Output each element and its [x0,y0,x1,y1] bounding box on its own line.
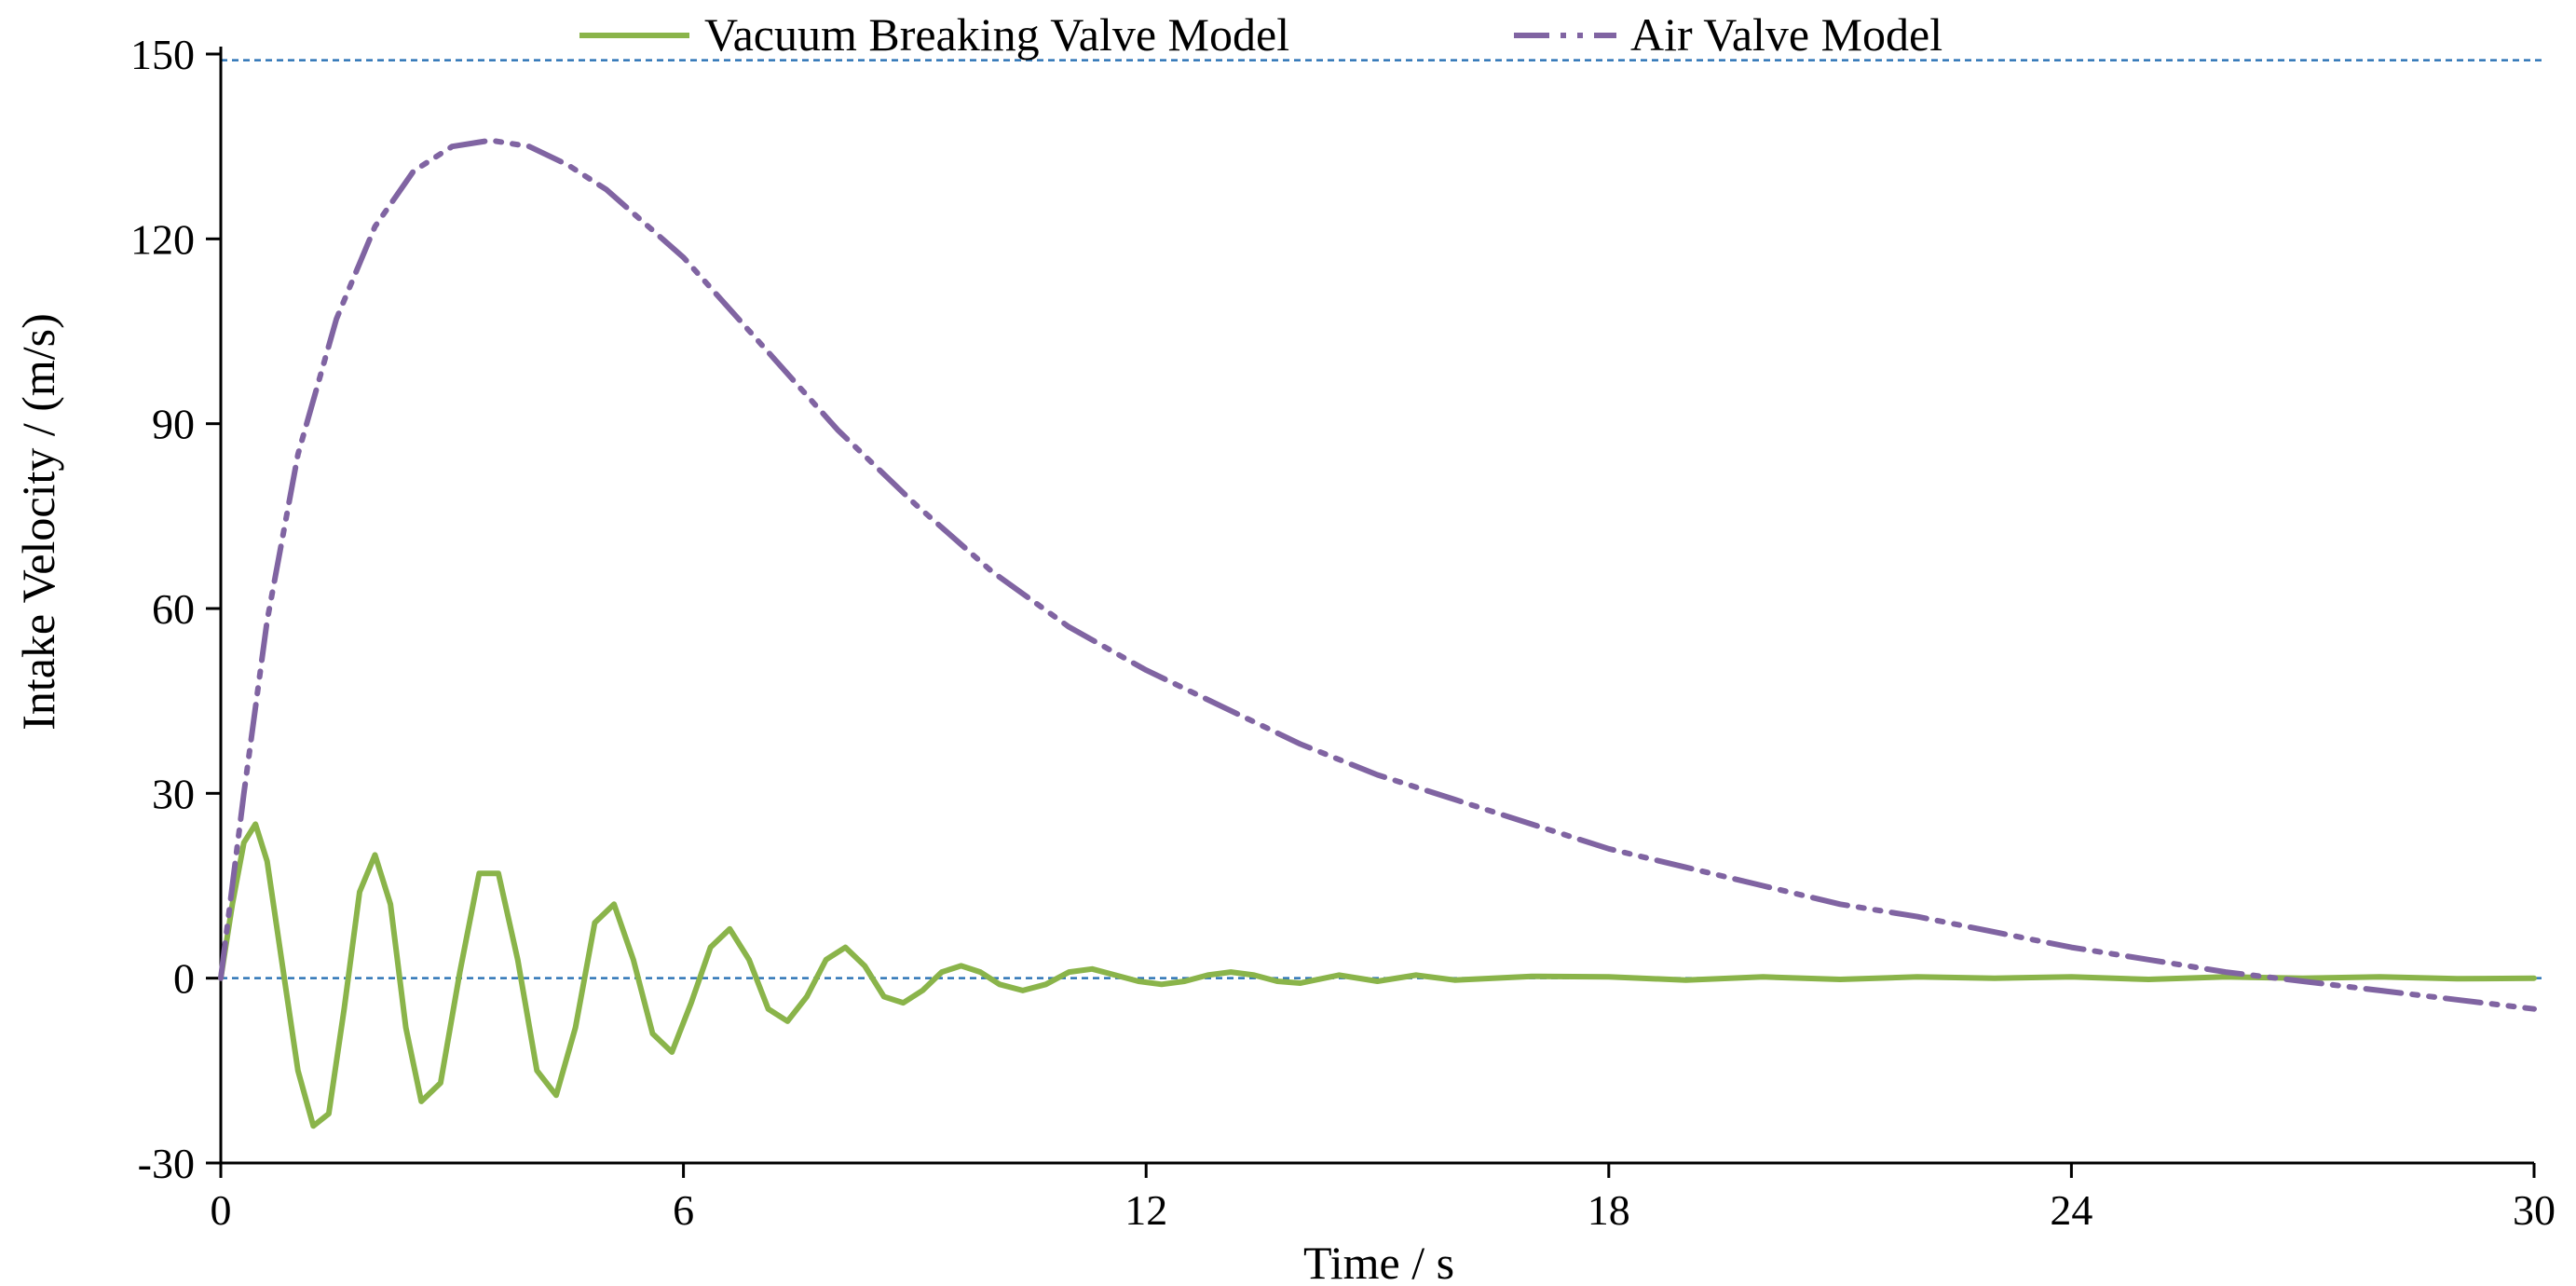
x-tick-label: 0 [211,1186,232,1234]
y-tick-label: 150 [130,31,195,78]
y-tick-label: 30 [152,770,195,817]
legend-label-vacuum-breaking-valve: Vacuum Breaking Valve Model [704,8,1289,61]
y-tick-label: 90 [152,401,195,448]
x-tick-label: 18 [1588,1186,1630,1234]
y-tick-label: 0 [173,955,195,1003]
legend: Vacuum Breaking Valve Model Air Valve Mo… [579,8,1942,61]
plot-series [218,137,2537,1129]
x-tick-label: 12 [1124,1186,1167,1234]
x-axis-title: Time / s [1303,1237,1454,1286]
x-tick-label: 24 [2050,1186,2092,1234]
series-line-vacuum-breaking-valve-model [218,821,2537,1129]
series-line-air-valve-model [218,137,2537,1012]
y-tick-label: -30 [138,1140,195,1187]
x-axis: 0 6 12 18 24 30 [211,1161,2556,1234]
x-tick-label: 30 [2513,1186,2556,1234]
y-tick-label: 120 [130,215,195,263]
reference-lines [221,59,2543,979]
y-tick-label: 60 [152,585,195,633]
legend-label-air-valve: Air Valve Model [1630,8,1942,61]
y-axis: -30 0 30 60 90 120 150 [130,31,223,1187]
x-tick-label: 6 [673,1186,694,1234]
y-axis-title: Intake Velocity / (m/s) [12,313,64,731]
